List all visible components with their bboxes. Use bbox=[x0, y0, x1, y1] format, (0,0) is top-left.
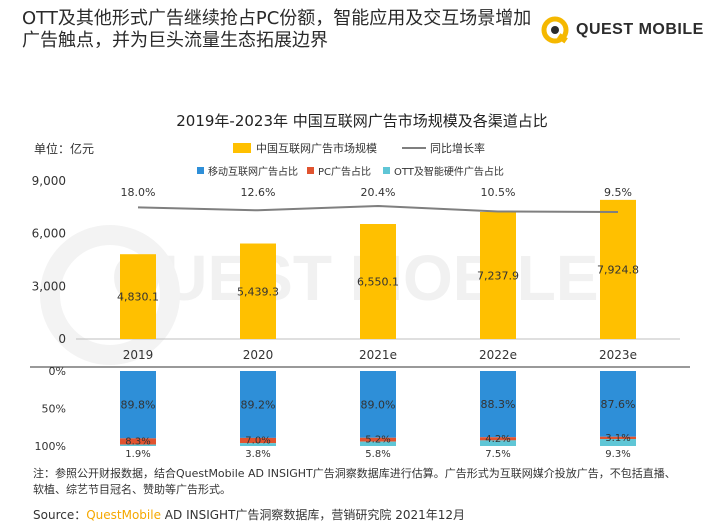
share-segment bbox=[600, 436, 636, 440]
source-rest: AD INSIGHT广告洞察数据库，营销研究院 2021年12月 bbox=[160, 508, 466, 522]
market-size-label: 4,830.1 bbox=[117, 291, 159, 304]
share-segment bbox=[240, 443, 276, 446]
mobile-share-label: 87.6% bbox=[601, 398, 636, 411]
y-unit-label: 单位：亿元 bbox=[34, 141, 94, 156]
share-segment bbox=[600, 439, 636, 446]
ott-share-label: 3.8% bbox=[245, 449, 270, 460]
footnote: 注：参照公开财报数据，结合QuestMobile AD INSIGHT广告洞察数… bbox=[33, 467, 676, 496]
market-size-label: 7,924.8 bbox=[597, 263, 639, 276]
watermark-ring bbox=[40, 225, 180, 365]
pc-share-label: 3.1% bbox=[605, 433, 630, 444]
logo-text: QUEST MOBILE bbox=[576, 21, 704, 38]
share-segment bbox=[120, 438, 156, 445]
market-size-label: 6,550.1 bbox=[357, 276, 399, 289]
growth-label: 20.4% bbox=[361, 186, 396, 199]
mobile-share-label: 89.0% bbox=[361, 398, 396, 411]
share-segment bbox=[360, 441, 396, 446]
legend-label-growth: 同比增长率 bbox=[430, 141, 485, 155]
legend-label-share-2: OTT及智能硬件广告占比 bbox=[394, 165, 504, 178]
share-segment bbox=[240, 437, 276, 444]
growth-label: 18.0% bbox=[121, 186, 156, 199]
share-segment bbox=[120, 444, 156, 446]
growth-label: 10.5% bbox=[481, 186, 516, 199]
ott-share-label: 9.3% bbox=[605, 449, 630, 460]
pc-share-label: 5.2% bbox=[365, 435, 390, 446]
market-size-bar bbox=[240, 243, 276, 339]
market-size-bar bbox=[360, 224, 396, 339]
y-tick-label: 3,000 bbox=[32, 279, 66, 293]
legend-label-share-0: 移动互联网广告占比 bbox=[208, 165, 298, 178]
ott-share-label: 5.8% bbox=[365, 449, 390, 460]
legend-swatch-share-2 bbox=[383, 167, 390, 174]
mobile-share-label: 89.2% bbox=[241, 398, 276, 411]
legend-label-market-size: 中国互联网广告市场规模 bbox=[256, 141, 377, 155]
share-tick-label: 100% bbox=[35, 440, 66, 453]
share-segment bbox=[360, 437, 396, 442]
share-segment bbox=[600, 371, 636, 437]
share-segment bbox=[120, 371, 156, 439]
market-size-bar bbox=[600, 199, 636, 339]
mobile-share-label: 88.3% bbox=[481, 398, 516, 411]
legend-swatch-share-1 bbox=[307, 167, 314, 174]
pc-share-label: 8.3% bbox=[125, 436, 150, 447]
legend-label-share-1: PC广告占比 bbox=[318, 165, 371, 178]
quest-mobile-logo-icon bbox=[541, 16, 569, 44]
mobile-share-label: 89.8% bbox=[121, 399, 156, 412]
brand-logo: QUEST MOBILE bbox=[540, 14, 704, 46]
market-size-label: 5,439.3 bbox=[237, 285, 279, 298]
ott-share-label: 7.5% bbox=[485, 449, 510, 460]
market-size-label: 7,237.9 bbox=[477, 269, 519, 282]
pc-share-label: 7.0% bbox=[245, 436, 270, 447]
watermark-text: QUEST MOBILE bbox=[111, 242, 598, 314]
ott-share-label: 1.9% bbox=[125, 449, 150, 460]
x-tick-label: 2019 bbox=[123, 348, 154, 362]
share-segment bbox=[480, 440, 516, 446]
market-size-bar bbox=[480, 211, 516, 339]
y-tick-label: 6,000 bbox=[32, 227, 66, 241]
share-segment bbox=[480, 437, 516, 441]
y-tick-label: 0 bbox=[58, 332, 66, 346]
source-line: Source：QuestMobile AD INSIGHT广告洞察数据库，营销研… bbox=[33, 506, 465, 523]
source-prefix: Source： bbox=[33, 508, 87, 522]
legend-swatch-market-size bbox=[233, 143, 251, 153]
market-size-bar bbox=[120, 254, 156, 339]
x-tick-label: 2022e bbox=[479, 348, 517, 362]
share-segment bbox=[360, 371, 396, 438]
x-tick-label: 2020 bbox=[243, 348, 274, 362]
growth-label: 9.5% bbox=[604, 186, 632, 199]
growth-label: 12.6% bbox=[241, 186, 276, 199]
pc-share-label: 4.2% bbox=[485, 434, 510, 445]
page-headline: OTT及其他形式广告继续抢占PC份额，智能应用及交互场景增加广告触点，并为巨头流… bbox=[22, 8, 532, 51]
share-segment bbox=[240, 371, 276, 438]
y-tick-label: 9,000 bbox=[32, 174, 66, 188]
chart-title: 2019年-2023年 中国互联网广告市场规模及各渠道占比 bbox=[176, 112, 548, 130]
x-tick-label: 2021e bbox=[359, 348, 397, 362]
source-brand: QuestMobile bbox=[86, 508, 161, 522]
share-tick-label: 0% bbox=[49, 365, 66, 378]
legend-swatch-share-0 bbox=[197, 167, 204, 174]
share-tick-label: 50% bbox=[42, 403, 66, 416]
growth-line bbox=[137, 205, 619, 213]
x-tick-label: 2023e bbox=[599, 348, 637, 362]
share-segment bbox=[480, 371, 516, 438]
